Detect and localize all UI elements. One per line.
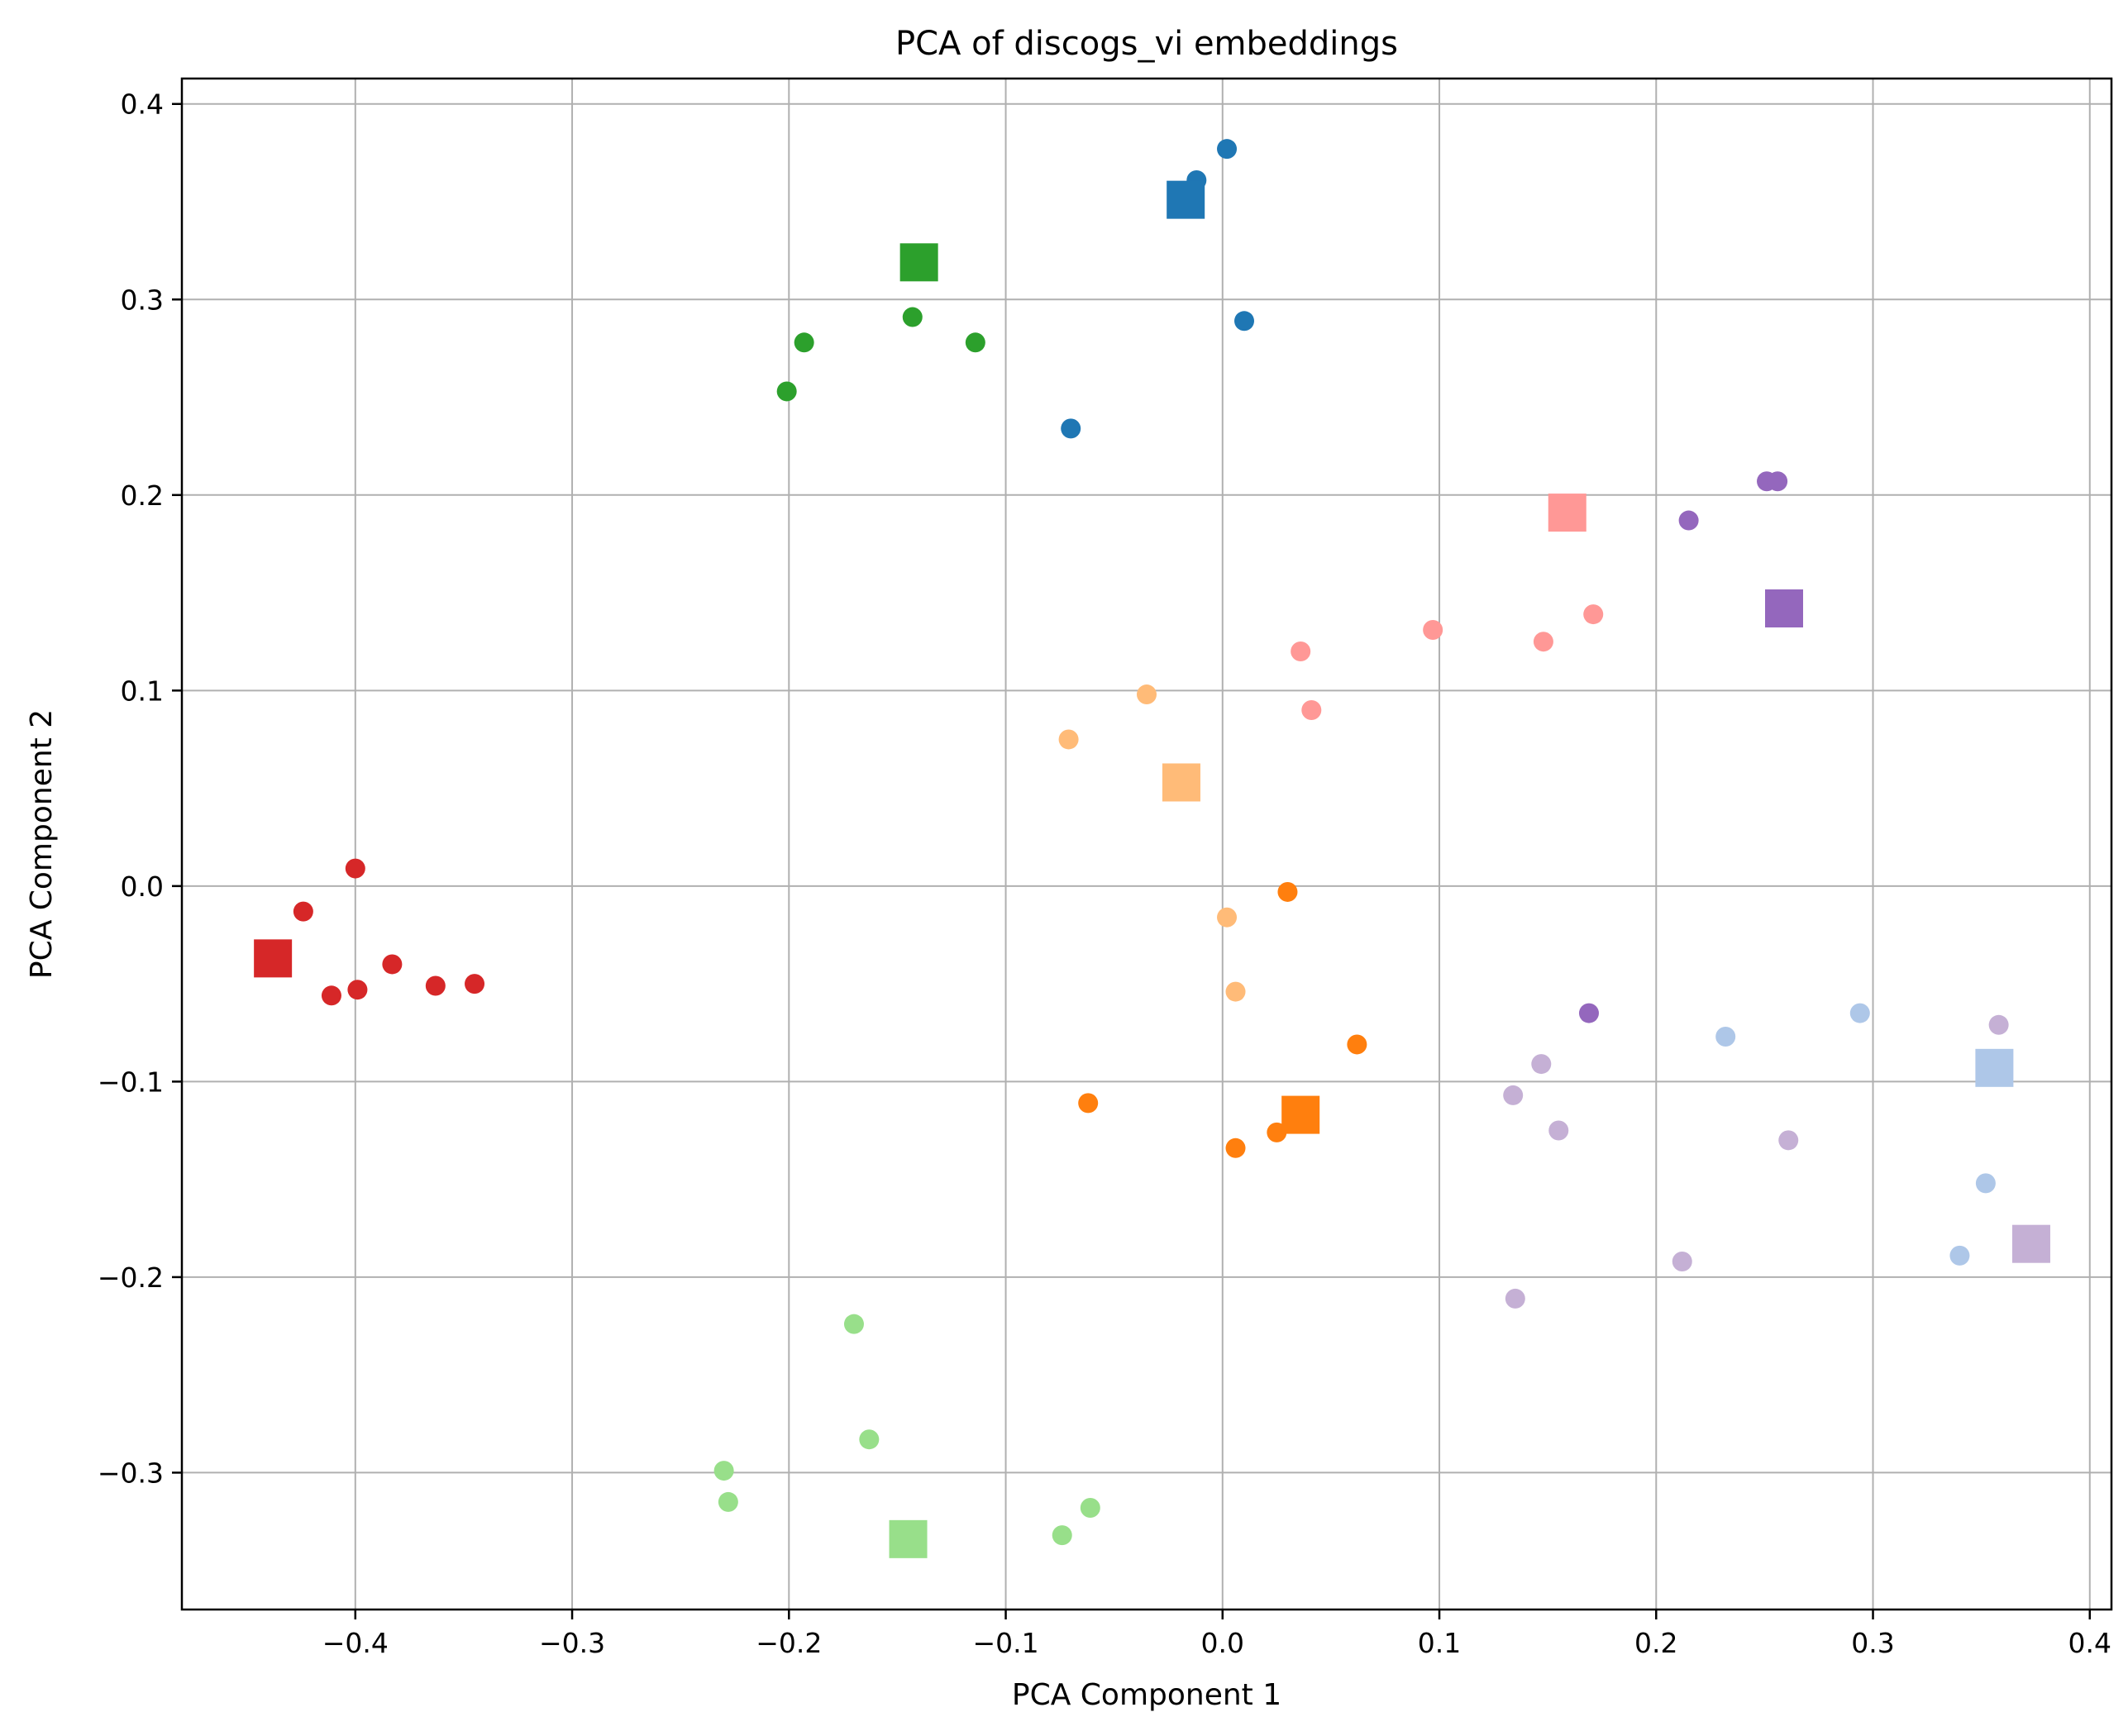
data-point	[1531, 1054, 1552, 1075]
axis-ticks: −0.4 −0.3 −0.2 −0.1 0.0 0.1 0.2 0.3 0.4 −0.3 −0.2 −…	[98, 88, 2111, 1659]
x-tick-label: 0.3	[1851, 1627, 1894, 1659]
data-point	[1058, 729, 1079, 750]
x-tick-label: −0.3	[539, 1627, 605, 1659]
cluster-8	[1503, 1014, 2050, 1309]
data-point	[1225, 1137, 1246, 1158]
data-point	[1533, 632, 1553, 652]
y-axis-label: PCA Component 2	[25, 709, 59, 979]
data-point	[425, 975, 446, 996]
data-point	[1080, 1498, 1100, 1519]
x-tick-label: 0.0	[1201, 1627, 1244, 1659]
data-point	[1505, 1288, 1525, 1309]
data-point	[321, 985, 341, 1006]
data-point	[1778, 1130, 1799, 1151]
y-tick-label: −0.3	[98, 1457, 164, 1489]
x-tick-label: −0.2	[756, 1627, 822, 1659]
data-marks	[254, 139, 2050, 1558]
data-point	[1503, 1085, 1524, 1105]
centroid-marker	[1548, 494, 1586, 532]
data-point	[1672, 1251, 1692, 1271]
x-tick-label: −0.1	[972, 1627, 1038, 1659]
cluster-2	[1291, 494, 1604, 720]
cluster-1	[776, 243, 985, 402]
data-point	[1849, 1003, 1870, 1023]
y-tick-label: 0.1	[121, 675, 164, 707]
data-point	[859, 1429, 880, 1450]
centroid-marker	[889, 1519, 928, 1558]
centroid-marker	[1765, 589, 1804, 627]
y-tick-label: 0.3	[121, 284, 164, 316]
centroid-marker	[1167, 180, 1205, 219]
cluster-5	[254, 858, 485, 1006]
centroid-marker	[1281, 1095, 1320, 1134]
y-tick-label: 0.2	[121, 479, 164, 512]
data-point	[1988, 1014, 2009, 1035]
data-point	[382, 954, 403, 975]
y-tick-label: −0.1	[98, 1066, 164, 1098]
data-point	[1768, 471, 1788, 492]
centroid-marker	[2011, 1224, 2050, 1263]
data-point	[1234, 311, 1255, 331]
data-point	[465, 974, 485, 994]
data-point	[902, 307, 923, 327]
data-point	[1137, 684, 1157, 705]
cluster-6	[1078, 881, 1367, 1158]
data-point	[1052, 1525, 1072, 1546]
centroid-marker	[899, 243, 938, 282]
data-point	[1583, 604, 1604, 625]
data-point	[776, 381, 797, 402]
data-point	[1347, 1034, 1367, 1055]
data-point	[1277, 881, 1298, 902]
data-point	[1715, 1026, 1736, 1047]
data-point	[1678, 510, 1699, 531]
centroid-marker	[1162, 763, 1200, 802]
data-point	[1225, 981, 1246, 1002]
data-point	[794, 332, 814, 353]
x-tick-label: 0.4	[2068, 1627, 2111, 1659]
data-point	[1578, 1003, 1599, 1023]
cluster-4	[1058, 684, 1246, 1002]
y-tick-label: 0.4	[121, 88, 164, 121]
data-point	[843, 1314, 864, 1334]
data-point	[1423, 620, 1443, 641]
data-point	[1301, 699, 1322, 720]
grid	[182, 79, 2111, 1610]
centroid-marker	[254, 939, 293, 978]
cluster-0	[1061, 139, 1255, 439]
data-point	[713, 1461, 734, 1481]
x-tick-label: −0.4	[322, 1627, 389, 1659]
data-point	[965, 332, 985, 353]
data-point	[718, 1491, 738, 1512]
cluster-7	[1715, 1003, 2014, 1266]
chart-title: PCA of discogs_vi embeddings	[895, 25, 1398, 63]
centroid-marker	[1975, 1048, 2014, 1087]
cluster-3	[1578, 471, 1804, 1023]
y-tick-label: −0.2	[98, 1261, 164, 1294]
x-axis-label: PCA Component 1	[1012, 1678, 1281, 1712]
data-point	[293, 901, 313, 922]
x-tick-label: 0.2	[1634, 1627, 1677, 1659]
cluster-9	[713, 1314, 1100, 1558]
data-point	[1949, 1245, 1970, 1266]
data-point	[1548, 1120, 1569, 1141]
y-tick-label: 0.0	[121, 870, 164, 903]
data-point	[1975, 1173, 1996, 1194]
data-point	[1061, 418, 1081, 439]
data-point	[1291, 641, 1311, 662]
data-point	[1217, 139, 1238, 160]
data-point	[1217, 907, 1238, 928]
x-tick-label: 0.1	[1418, 1627, 1461, 1659]
plot-frame	[180, 77, 2113, 1611]
data-point	[1078, 1093, 1099, 1114]
data-point	[347, 980, 368, 1000]
data-point	[345, 858, 365, 879]
